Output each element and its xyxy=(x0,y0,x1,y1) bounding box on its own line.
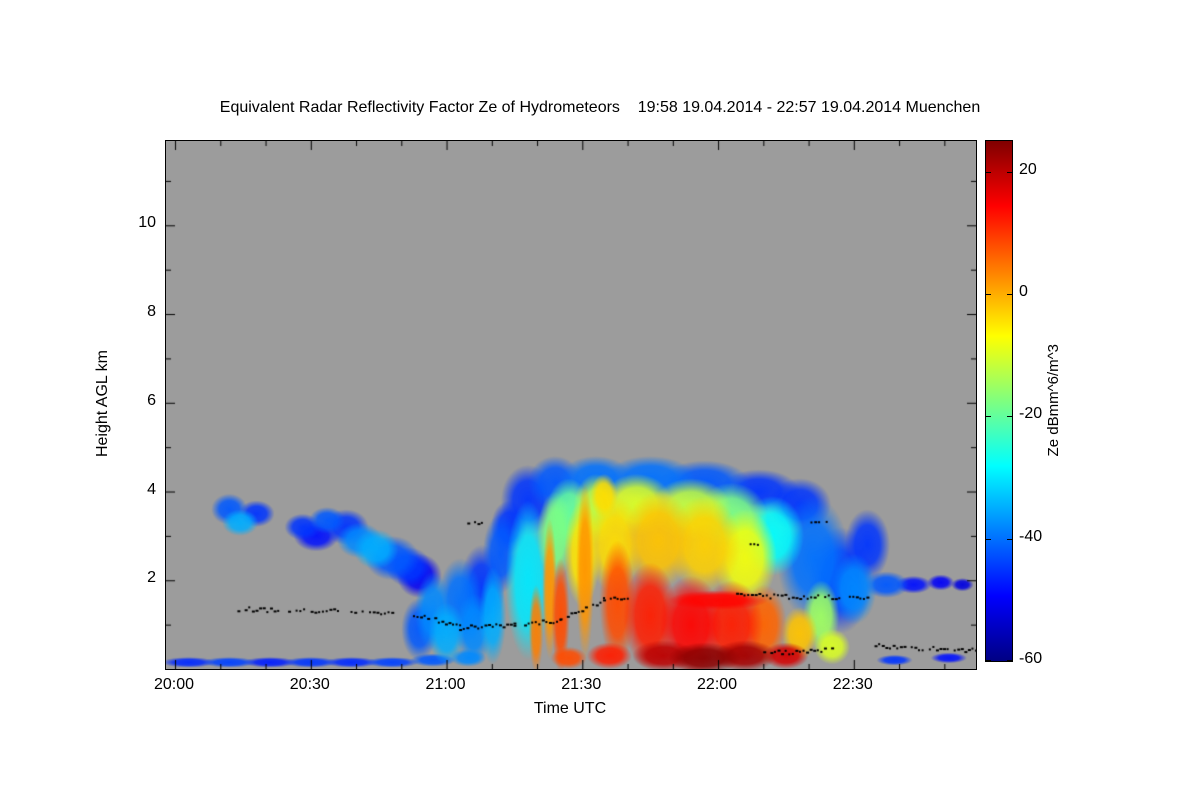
y-tick-label: 4 xyxy=(147,480,156,498)
colorbar-tick xyxy=(1007,660,1012,661)
colorbar-tick xyxy=(986,416,991,418)
colorbar-tick-label: -40 xyxy=(1019,527,1043,545)
colorbar-tick xyxy=(986,171,991,173)
colorbar-tick xyxy=(986,538,991,540)
colorbar-tick-label: -20 xyxy=(1019,405,1043,423)
x-tick-label: 22:00 xyxy=(697,676,738,693)
colorbar-label: Ze dBmm^6/m^3 xyxy=(1044,343,1062,457)
x-tick-label: 21:30 xyxy=(561,676,602,693)
colorbar-tick xyxy=(1007,538,1012,540)
colorbar-tick-label: -60 xyxy=(1019,650,1043,667)
x-tick-label: 21:00 xyxy=(425,676,466,693)
x-axis-label: Time UTC xyxy=(533,700,607,717)
heatmap-canvas xyxy=(166,141,976,669)
colorbar-tick-label: 0 xyxy=(1019,282,1028,300)
colorbar-tick xyxy=(986,660,991,661)
colorbar-tick-label: 20 xyxy=(1019,160,1037,178)
colorbar-tick xyxy=(1007,293,1012,295)
y-tick-label: 8 xyxy=(147,303,156,321)
plot-area xyxy=(165,140,977,670)
y-axis-label: Height AGL km xyxy=(94,350,111,458)
colorbar-label-wrap: Ze dBmm^6/m^3 xyxy=(1038,140,1068,660)
y-tick-label: 2 xyxy=(147,569,156,587)
y-tick-label: 10 xyxy=(138,214,156,232)
x-tick-label: 22:30 xyxy=(832,676,873,693)
colorbar-tick xyxy=(1007,416,1012,418)
chart-title: Equivalent Radar Reflectivity Factor Ze … xyxy=(219,99,981,116)
x-tick-label: 20:00 xyxy=(154,676,195,693)
colorbar-tick xyxy=(1007,171,1012,173)
colorbar-tick xyxy=(986,293,991,295)
colorbar xyxy=(985,140,1013,662)
y-tick-label: 6 xyxy=(147,391,156,409)
x-tick-label: 20:30 xyxy=(289,676,330,693)
